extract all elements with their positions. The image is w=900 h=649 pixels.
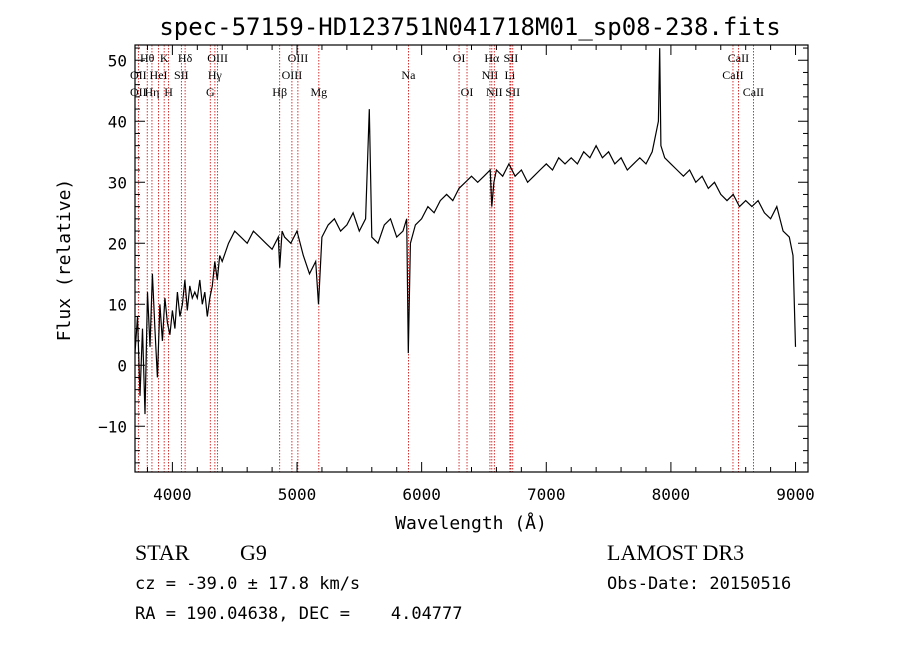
line-label: OII — [130, 68, 147, 82]
line-label: K — [160, 51, 169, 65]
y-tick-label: 40 — [108, 112, 127, 131]
spectrum-line — [134, 48, 797, 415]
line-label: OIII — [288, 51, 309, 65]
x-axis-label: Wavelength (Å) — [395, 512, 547, 534]
line-label: CaII — [728, 51, 749, 65]
line-label: CaII — [722, 68, 743, 82]
line-marker-group — [137, 45, 754, 472]
survey-label: LAMOST DR3 — [607, 540, 745, 565]
class-label: STAR — [135, 540, 190, 565]
x-axis: 4000 5000 6000 7000 8000 9000 — [146, 45, 815, 504]
line-label: Hη — [144, 85, 159, 99]
line-label-group: Hθ K Hδ OIII OIII OI Hα SII CaII OII HeI SII Hγ OIII N… — [130, 51, 764, 99]
x-tick-label: 8000 — [652, 485, 691, 504]
line-label: G — [206, 85, 215, 99]
line-label: Mg — [310, 85, 327, 99]
line-label: Li — [505, 68, 516, 82]
line-label: Na — [401, 68, 416, 82]
subclass-label: G9 — [240, 540, 267, 565]
y-tick-label: −10 — [98, 417, 127, 436]
line-label: HeI — [150, 68, 168, 82]
line-label: Hδ — [178, 51, 193, 65]
line-label: OII — [130, 85, 147, 99]
y-tick-label: 50 — [108, 51, 127, 70]
line-label: Hα — [484, 51, 500, 65]
coordinates-text: RA = 190.04638, DEC = 4.04777 — [135, 604, 463, 624]
line-label: OI — [461, 85, 474, 99]
y-axis: −10 0 10 20 30 40 50 — [98, 47, 808, 464]
chart-title: spec-57159-HD123751N041718M01_sp08-238.f… — [159, 13, 780, 41]
redshift-text: cz = -39.0 ± 17.8 km/s — [135, 574, 361, 594]
y-tick-label: 30 — [108, 173, 127, 192]
line-label: Hθ — [140, 51, 155, 65]
line-label: CaII — [743, 85, 764, 99]
y-axis-label: Flux (relative) — [54, 179, 75, 342]
line-label: OIII — [282, 68, 303, 82]
line-label: SII — [174, 68, 189, 82]
x-tick-label: 9000 — [776, 485, 815, 504]
line-label: Hγ — [208, 68, 223, 82]
line-label: H — [164, 85, 173, 99]
line-label: Hβ — [272, 85, 287, 99]
y-tick-label: 0 — [117, 356, 127, 375]
plot-frame — [134, 44, 809, 473]
y-tick-label: 20 — [108, 234, 127, 253]
x-tick-label: 7000 — [527, 485, 566, 504]
line-label: NII — [486, 85, 503, 99]
x-tick-label: 6000 — [402, 485, 441, 504]
line-label: NII — [482, 68, 499, 82]
y-tick-label: 10 — [108, 295, 127, 314]
line-label: SII — [504, 51, 519, 65]
x-tick-label: 5000 — [278, 485, 317, 504]
x-tick-label: 4000 — [153, 485, 192, 504]
line-label: OI — [453, 51, 466, 65]
line-label: SII — [505, 85, 520, 99]
obs-date-text: Obs-Date: 20150516 — [607, 574, 792, 594]
line-label: OIII — [207, 51, 228, 65]
